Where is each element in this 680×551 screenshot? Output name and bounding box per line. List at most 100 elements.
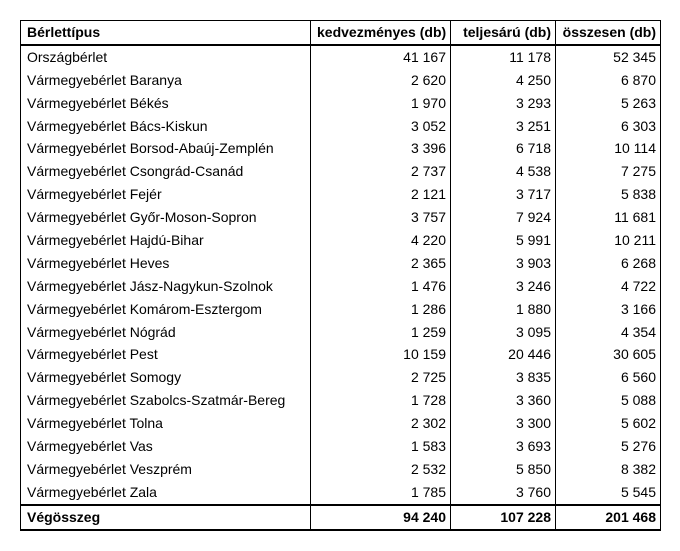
table-row: Vármegyebérlet Pest10 15920 44630 605 [21,343,661,366]
cell-total: 5 838 [556,183,661,206]
cell-full: 6 718 [451,137,556,160]
table-row: Vármegyebérlet Szabolcs-Szatmár-Bereg1 7… [21,389,661,412]
cell-discount: 10 159 [311,343,451,366]
cell-full: 5 991 [451,229,556,252]
cell-label: Vármegyebérlet Csongrád-Csanád [21,160,311,183]
pass-type-table: Bérlettípus kedvezményes (db) teljesárú … [20,20,661,531]
cell-total: 6 870 [556,69,661,92]
table-row: Vármegyebérlet Heves2 3653 9036 268 [21,252,661,275]
cell-discount: 2 121 [311,183,451,206]
cell-label: Vármegyebérlet Fejér [21,183,311,206]
cell-full: 3 360 [451,389,556,412]
cell-full: 5 850 [451,458,556,481]
cell-full: 3 246 [451,275,556,298]
table-row: Vármegyebérlet Fejér2 1213 7175 838 [21,183,661,206]
cell-total: 5 602 [556,412,661,435]
table-row: Vármegyebérlet Békés1 9703 2935 263 [21,92,661,115]
cell-discount: 4 220 [311,229,451,252]
cell-label: Vármegyebérlet Zala [21,481,311,505]
cell-total: 10 114 [556,137,661,160]
cell-total: 7 275 [556,160,661,183]
cell-label: Vármegyebérlet Pest [21,343,311,366]
cell-label: Vármegyebérlet Komárom-Esztergom [21,298,311,321]
cell-discount: 1 476 [311,275,451,298]
cell-full: 3 760 [451,481,556,505]
cell-total: 5 088 [556,389,661,412]
table-row: Vármegyebérlet Vas1 5833 6935 276 [21,435,661,458]
cell-label: Vármegyebérlet Bács-Kiskun [21,115,311,138]
cell-full: 3 293 [451,92,556,115]
cell-discount: 3 052 [311,115,451,138]
col-discount: kedvezményes (db) [311,21,451,45]
cell-label: Vármegyebérlet Békés [21,92,311,115]
footer-discount: 94 240 [311,505,451,530]
cell-total: 6 268 [556,252,661,275]
cell-full: 3 251 [451,115,556,138]
cell-label: Vármegyebérlet Nógrád [21,321,311,344]
footer-label: Végösszeg [21,505,311,530]
cell-discount: 2 620 [311,69,451,92]
table-row: Vármegyebérlet Baranya2 6204 2506 870 [21,69,661,92]
table-row: Országbérlet41 16711 17852 345 [21,45,661,69]
table-row: Vármegyebérlet Jász-Nagykun-Szolnok1 476… [21,275,661,298]
cell-discount: 2 302 [311,412,451,435]
cell-discount: 2 532 [311,458,451,481]
cell-label: Országbérlet [21,45,311,69]
cell-total: 30 605 [556,343,661,366]
cell-full: 3 693 [451,435,556,458]
cell-discount: 2 725 [311,366,451,389]
cell-discount: 1 259 [311,321,451,344]
cell-full: 3 095 [451,321,556,344]
footer-full: 107 228 [451,505,556,530]
cell-full: 4 538 [451,160,556,183]
cell-discount: 3 757 [311,206,451,229]
cell-full: 20 446 [451,343,556,366]
cell-label: Vármegyebérlet Szabolcs-Szatmár-Bereg [21,389,311,412]
cell-total: 5 263 [556,92,661,115]
cell-label: Vármegyebérlet Veszprém [21,458,311,481]
cell-full: 3 835 [451,366,556,389]
cell-discount: 41 167 [311,45,451,69]
cell-total: 52 345 [556,45,661,69]
cell-label: Vármegyebérlet Baranya [21,69,311,92]
table-row: Vármegyebérlet Komárom-Esztergom1 2861 8… [21,298,661,321]
cell-full: 1 880 [451,298,556,321]
cell-discount: 2 737 [311,160,451,183]
cell-discount: 2 365 [311,252,451,275]
cell-total: 5 545 [556,481,661,505]
table-row: Vármegyebérlet Somogy2 7253 8356 560 [21,366,661,389]
table-row: Vármegyebérlet Zala1 7853 7605 545 [21,481,661,505]
table-row: Vármegyebérlet Tolna2 3023 3005 602 [21,412,661,435]
table-row: Vármegyebérlet Borsod-Abaúj-Zemplén3 396… [21,137,661,160]
table-row: Vármegyebérlet Veszprém2 5325 8508 382 [21,458,661,481]
cell-total: 3 166 [556,298,661,321]
cell-label: Vármegyebérlet Vas [21,435,311,458]
cell-full: 3 717 [451,183,556,206]
cell-discount: 1 583 [311,435,451,458]
cell-total: 4 354 [556,321,661,344]
col-type: Bérlettípus [21,21,311,45]
table-row: Vármegyebérlet Győr-Moson-Sopron3 7577 9… [21,206,661,229]
cell-total: 11 681 [556,206,661,229]
table-row: Vármegyebérlet Bács-Kiskun3 0523 2516 30… [21,115,661,138]
cell-full: 3 903 [451,252,556,275]
cell-label: Vármegyebérlet Somogy [21,366,311,389]
cell-full: 7 924 [451,206,556,229]
col-total: összesen (db) [556,21,661,45]
cell-full: 3 300 [451,412,556,435]
table-row: Vármegyebérlet Csongrád-Csanád2 7374 538… [21,160,661,183]
table-header-row: Bérlettípus kedvezményes (db) teljesárú … [21,21,661,45]
cell-discount: 1 286 [311,298,451,321]
cell-label: Vármegyebérlet Borsod-Abaúj-Zemplén [21,137,311,160]
cell-full: 4 250 [451,69,556,92]
table-row: Vármegyebérlet Hajdú-Bihar4 2205 99110 2… [21,229,661,252]
cell-total: 6 560 [556,366,661,389]
cell-discount: 1 970 [311,92,451,115]
cell-total: 6 303 [556,115,661,138]
cell-label: Vármegyebérlet Tolna [21,412,311,435]
table-footer-row: Végösszeg 94 240 107 228 201 468 [21,505,661,530]
cell-discount: 1 785 [311,481,451,505]
cell-full: 11 178 [451,45,556,69]
table-row: Vármegyebérlet Nógrád1 2593 0954 354 [21,321,661,344]
cell-discount: 1 728 [311,389,451,412]
